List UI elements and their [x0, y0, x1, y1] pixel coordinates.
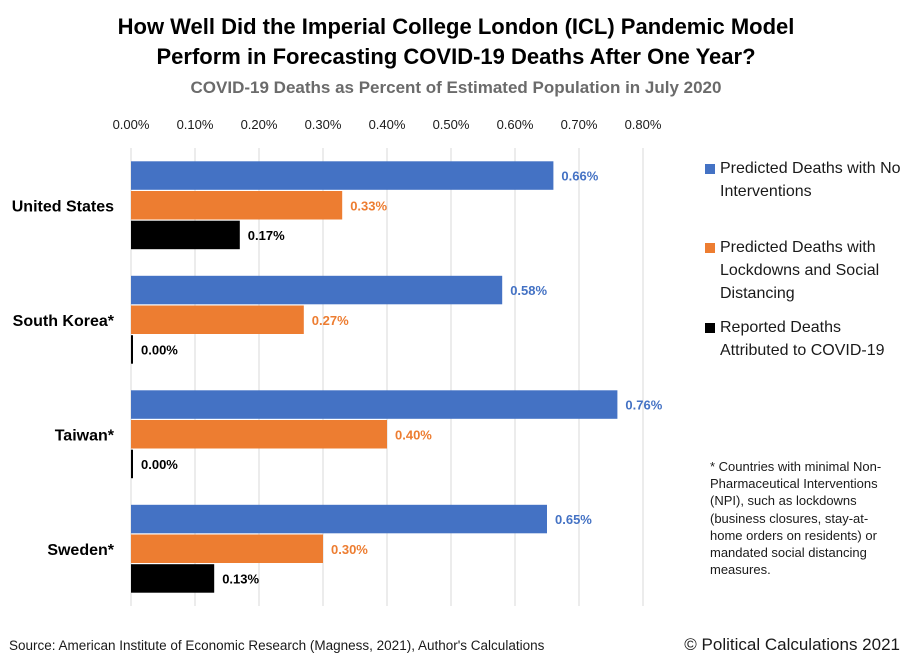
legend-label: Predicted Deaths with No Interventions [720, 160, 901, 200]
x-tick-label: 0.70% [561, 117, 598, 132]
data-label: 0.40% [395, 427, 432, 442]
data-label: 0.65% [555, 512, 592, 527]
x-tick-label: 0.20% [241, 117, 278, 132]
category-label: Taiwan* [55, 427, 115, 444]
category-label: South Korea* [13, 313, 115, 330]
chart-title-line-1: How Well Did the Imperial College London… [117, 14, 795, 39]
bar [131, 275, 503, 305]
source-note: Source: American Institute of Economic R… [9, 638, 545, 653]
data-label: 0.00% [141, 342, 178, 357]
data-label: 0.00% [141, 457, 178, 472]
footnote: * Countries with minimal Non-Pharmaceuti… [710, 459, 882, 578]
data-label: 0.76% [625, 398, 662, 413]
bar [131, 390, 618, 419]
x-tick-label: 0.10% [177, 117, 214, 132]
bar [131, 335, 133, 364]
bar [131, 161, 554, 190]
data-label: 0.66% [561, 169, 598, 184]
bars [131, 161, 618, 593]
chart-title-line-2: Perform in Forecasting COVID-19 Deaths A… [156, 44, 756, 69]
category-labels: United States South Korea* Taiwan* Sweden* [12, 198, 115, 559]
bar [131, 191, 343, 220]
bar [131, 449, 133, 479]
legend-label: Reported Deaths Attributed to COVID-19 [720, 319, 885, 359]
category-label: Sweden* [47, 542, 114, 559]
data-label: 0.27% [312, 313, 349, 328]
legend-swatch-orange [705, 243, 715, 253]
data-labels: 0.66% 0.33% 0.17% 0.58% 0.27% 0.00% 0.76% 0.40%… [141, 169, 663, 587]
legend-swatch-black [705, 323, 715, 333]
bar [131, 564, 215, 593]
category-label: United States [12, 198, 114, 215]
data-label: 0.17% [248, 228, 285, 243]
data-label: 0.30% [331, 542, 368, 557]
x-tick-label: 0.50% [433, 117, 470, 132]
x-tick-label: 0.30% [305, 117, 342, 132]
bar [131, 420, 387, 449]
legend-swatch-blue [705, 164, 715, 174]
x-tick-label: 0.60% [497, 117, 534, 132]
legend-label: Predicted Deaths with Lockdowns and Soci… [720, 239, 880, 302]
bar [131, 305, 304, 334]
bar [131, 534, 323, 563]
data-label: 0.58% [510, 283, 547, 298]
x-axis-tick-labels: 0.00% 0.10% 0.20% 0.30% 0.40% 0.50% 0.60% 0.70%… [113, 117, 662, 132]
data-label: 0.13% [222, 571, 259, 586]
chart-subtitle: COVID-19 Deaths as Percent of Estimated … [190, 78, 722, 97]
x-tick-label: 0.80% [625, 117, 662, 132]
x-tick-label: 0.40% [369, 117, 406, 132]
x-tick-label: 0.00% [113, 117, 150, 132]
bar [131, 504, 547, 534]
copyright-note: © Political Calculations 2021 [684, 635, 900, 654]
data-label: 0.33% [350, 198, 387, 213]
bar [131, 220, 240, 250]
